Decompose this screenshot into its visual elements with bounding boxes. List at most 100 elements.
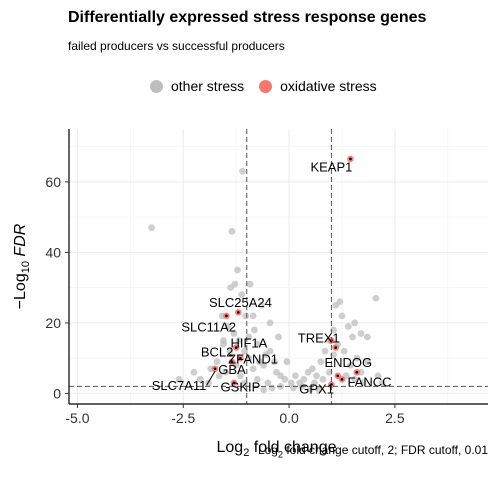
point-other-stress — [351, 319, 359, 327]
gene-label-slc25a24: SLC25A24 — [209, 295, 272, 310]
point-other-stress — [239, 167, 246, 175]
point-other-stress — [292, 372, 299, 380]
gene-marker — [330, 383, 333, 386]
point-other-stress — [351, 375, 359, 383]
gene-label-gpx1: GPX1 — [299, 381, 334, 396]
point-other-stress — [253, 340, 261, 348]
point-other-stress — [270, 358, 278, 366]
point-other-stress — [311, 379, 318, 387]
gene-label-fancc: FANCC — [347, 374, 391, 389]
point-other-stress — [258, 301, 265, 309]
gene-marker — [349, 157, 352, 161]
gene-label-gba: GBA — [218, 362, 246, 377]
x-tick-label: -2.5 — [171, 410, 195, 426]
point-other-stress — [363, 358, 371, 366]
point-other-stress — [315, 386, 323, 394]
point-other-stress — [313, 372, 320, 380]
y-tick-label: 40 — [45, 244, 61, 260]
point-other-stress — [220, 337, 227, 344]
point-other-stress — [256, 358, 263, 366]
point-other-stress — [213, 358, 221, 366]
point-other-stress — [349, 333, 356, 341]
point-other-stress — [250, 326, 258, 334]
point-other-stress — [340, 347, 348, 355]
point-other-stress — [253, 375, 261, 383]
point-other-stress — [234, 266, 241, 274]
gene-marker — [230, 360, 234, 363]
point-other-stress — [249, 312, 257, 320]
point-other-stress — [268, 384, 276, 392]
legend-key-other-stress — [150, 79, 163, 93]
gene-marker — [213, 367, 217, 371]
x-axis-title: Log2 fold change — [216, 439, 336, 459]
point-other-stress — [372, 294, 380, 302]
point-other-stress — [175, 375, 183, 383]
point-other-stress — [246, 280, 254, 288]
chart-title: Differentially expressed stress response… — [68, 9, 427, 26]
x-tick-label: 2.5 — [385, 410, 405, 426]
point-other-stress — [378, 379, 386, 387]
gene-label-connector — [206, 370, 216, 386]
gene-label-slc7a11: SLC7A11 — [152, 378, 207, 393]
point-other-stress — [289, 384, 297, 392]
point-other-stress — [359, 379, 367, 387]
gene-label-gskip: GSKIP — [221, 380, 261, 395]
gene-label-slc11a2: SLC11A2 — [181, 320, 236, 335]
point-other-stress — [264, 379, 272, 387]
point-other-stress — [353, 354, 361, 362]
legend-item-other-stress: other stress — [150, 78, 244, 94]
point-other-stress — [190, 368, 198, 376]
point-other-stress — [235, 337, 243, 344]
x-tick-label: 0.0 — [279, 410, 299, 426]
gene-marker — [239, 356, 242, 360]
gene-marker — [336, 374, 340, 378]
point-other-stress — [238, 291, 246, 299]
point-other-stress — [347, 361, 354, 369]
legend: other stress oxidative stress — [150, 75, 392, 97]
point-other-stress — [275, 333, 282, 341]
point-other-stress — [237, 372, 244, 380]
point-other-stress — [336, 298, 344, 306]
point-other-stress — [266, 319, 274, 327]
chart-caption: Log2 fold change cutoff, 2; FDR cutoff, … — [257, 443, 488, 460]
gene-label-hif1a: HIF1A — [230, 336, 267, 351]
point-other-stress — [306, 385, 314, 393]
gene-marker — [234, 346, 238, 349]
point-other-stress — [196, 375, 204, 383]
point-other-stress — [374, 372, 382, 380]
point-other-stress — [287, 379, 295, 387]
point-other-stress — [228, 227, 236, 235]
y-tick-label: 0 — [53, 385, 61, 401]
legend-label-oxidative-stress: oxidative stress — [280, 78, 377, 94]
gene-label-zfand1: ZFAND1 — [228, 351, 278, 366]
gene-marker — [232, 381, 236, 385]
gene-marker — [340, 378, 344, 381]
x-tick-label: -5.0 — [65, 410, 89, 426]
point-other-stress — [308, 365, 316, 373]
point-other-stress — [148, 224, 155, 232]
gene-label-bcl2: BCL2 — [201, 344, 234, 359]
point-other-stress — [338, 312, 346, 320]
point-other-stress — [363, 333, 371, 341]
chart-subtitle: failed producers vs successful producers — [68, 39, 285, 53]
point-other-stress — [230, 330, 238, 337]
point-other-stress — [283, 358, 291, 366]
point-other-stress — [344, 323, 352, 330]
point-other-stress — [215, 372, 223, 380]
point-other-stress — [249, 365, 257, 373]
point-other-stress — [222, 368, 229, 376]
gene-label-endog: ENDOG — [324, 355, 372, 370]
point-other-stress — [319, 375, 327, 383]
point-other-stress — [357, 330, 365, 337]
series-other-stress — [148, 167, 386, 394]
point-other-stress — [242, 312, 250, 320]
y-axis-title: −Log10 FDR — [12, 223, 32, 309]
legend-key-oxidative-stress — [259, 79, 273, 93]
point-other-stress — [224, 323, 232, 330]
y-tick-label: 60 — [45, 174, 61, 190]
legend-label-other-stress: other stress — [171, 78, 245, 94]
gene-marker — [334, 346, 337, 349]
point-other-stress — [231, 280, 239, 288]
point-other-stress — [226, 347, 234, 355]
